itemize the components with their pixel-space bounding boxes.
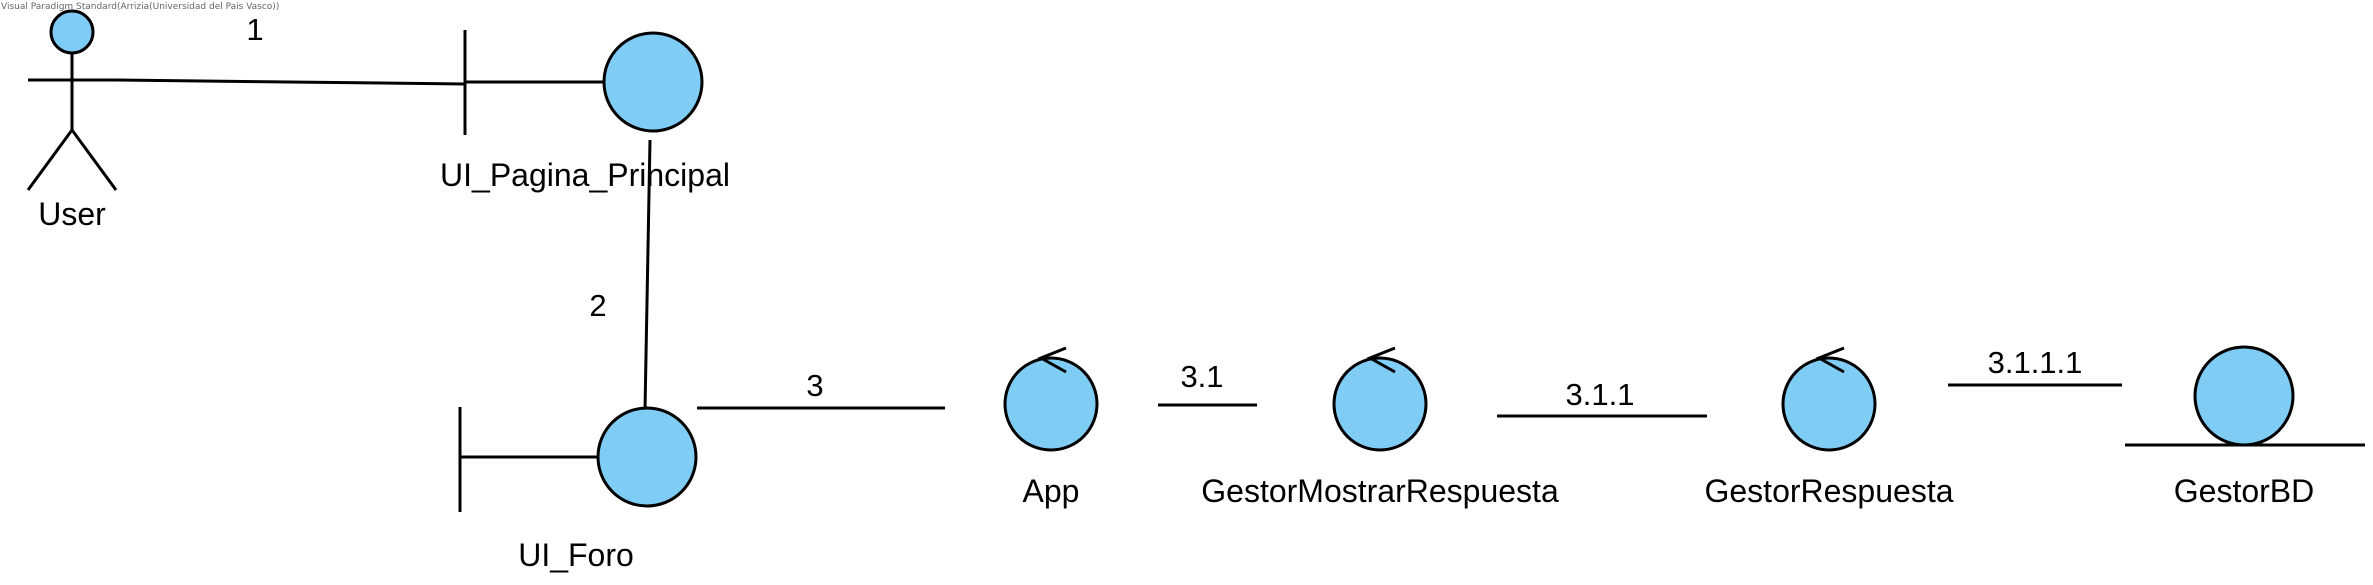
control-gestor-respuesta-label: GestorRespuesta (1704, 473, 1953, 509)
link-3-1-1-1[interactable]: 3.1.1.1 (1948, 345, 2122, 387)
control-arrow-icon (1366, 346, 1396, 374)
control-gestor-mostrar-respuesta[interactable]: GestorMostrarRespuesta (1201, 346, 1559, 509)
boundary-ui-pagina-principal[interactable]: UI_Pagina_Principal (440, 30, 730, 193)
link-1[interactable]: 1 (115, 12, 466, 86)
link-2[interactable]: 2 (589, 139, 652, 411)
boundary-ui-foro-label: UI_Foro (518, 537, 634, 573)
actor-left-leg (26, 129, 74, 191)
link-1-label: 1 (246, 12, 263, 47)
control-gestor-mostrar-respuesta-label: GestorMostrarRespuesta (1201, 473, 1559, 509)
entity-icon (2193, 345, 2295, 447)
link-line (643, 139, 652, 411)
link-3-1[interactable]: 3.1 (1158, 359, 1257, 407)
actor-right-leg (70, 129, 118, 191)
control-gestor-respuesta[interactable]: GestorRespuesta (1704, 346, 1954, 509)
link-3-label: 3 (806, 368, 823, 403)
entity-gestor-bd-label: GestorBD (2174, 473, 2314, 509)
boundary-icon (596, 406, 698, 508)
control-app-label: App (1023, 473, 1080, 509)
control-arrow-icon (1815, 346, 1845, 374)
link-3-1-label: 3.1 (1180, 359, 1223, 394)
actor-head (49, 9, 95, 55)
actor-user[interactable]: User (26, 9, 118, 232)
control-arrow-icon (1037, 346, 1067, 374)
link-3-1-1[interactable]: 3.1.1 (1497, 377, 1707, 418)
entity-gestor-bd[interactable]: GestorBD (2125, 345, 2365, 509)
actor-user-label: User (38, 196, 106, 232)
link-3-1-1-label: 3.1.1 (1566, 377, 1635, 412)
link-line (115, 78, 466, 86)
link-3-1-1-1-label: 3.1.1.1 (1988, 345, 2083, 380)
boundary-ui-pagina-principal-label: UI_Pagina_Principal (440, 157, 730, 193)
link-2-label: 2 (589, 288, 606, 323)
boundary-ui-foro[interactable]: UI_Foro (458, 406, 698, 573)
control-icon (1332, 356, 1428, 452)
control-app[interactable]: App (1003, 346, 1099, 509)
control-icon (1781, 356, 1877, 452)
watermark: Visual Paradigm Standard(Arrizia(Univers… (1, 2, 279, 12)
link-3[interactable]: 3 (697, 368, 945, 410)
boundary-icon (602, 31, 704, 133)
control-icon (1003, 356, 1099, 452)
